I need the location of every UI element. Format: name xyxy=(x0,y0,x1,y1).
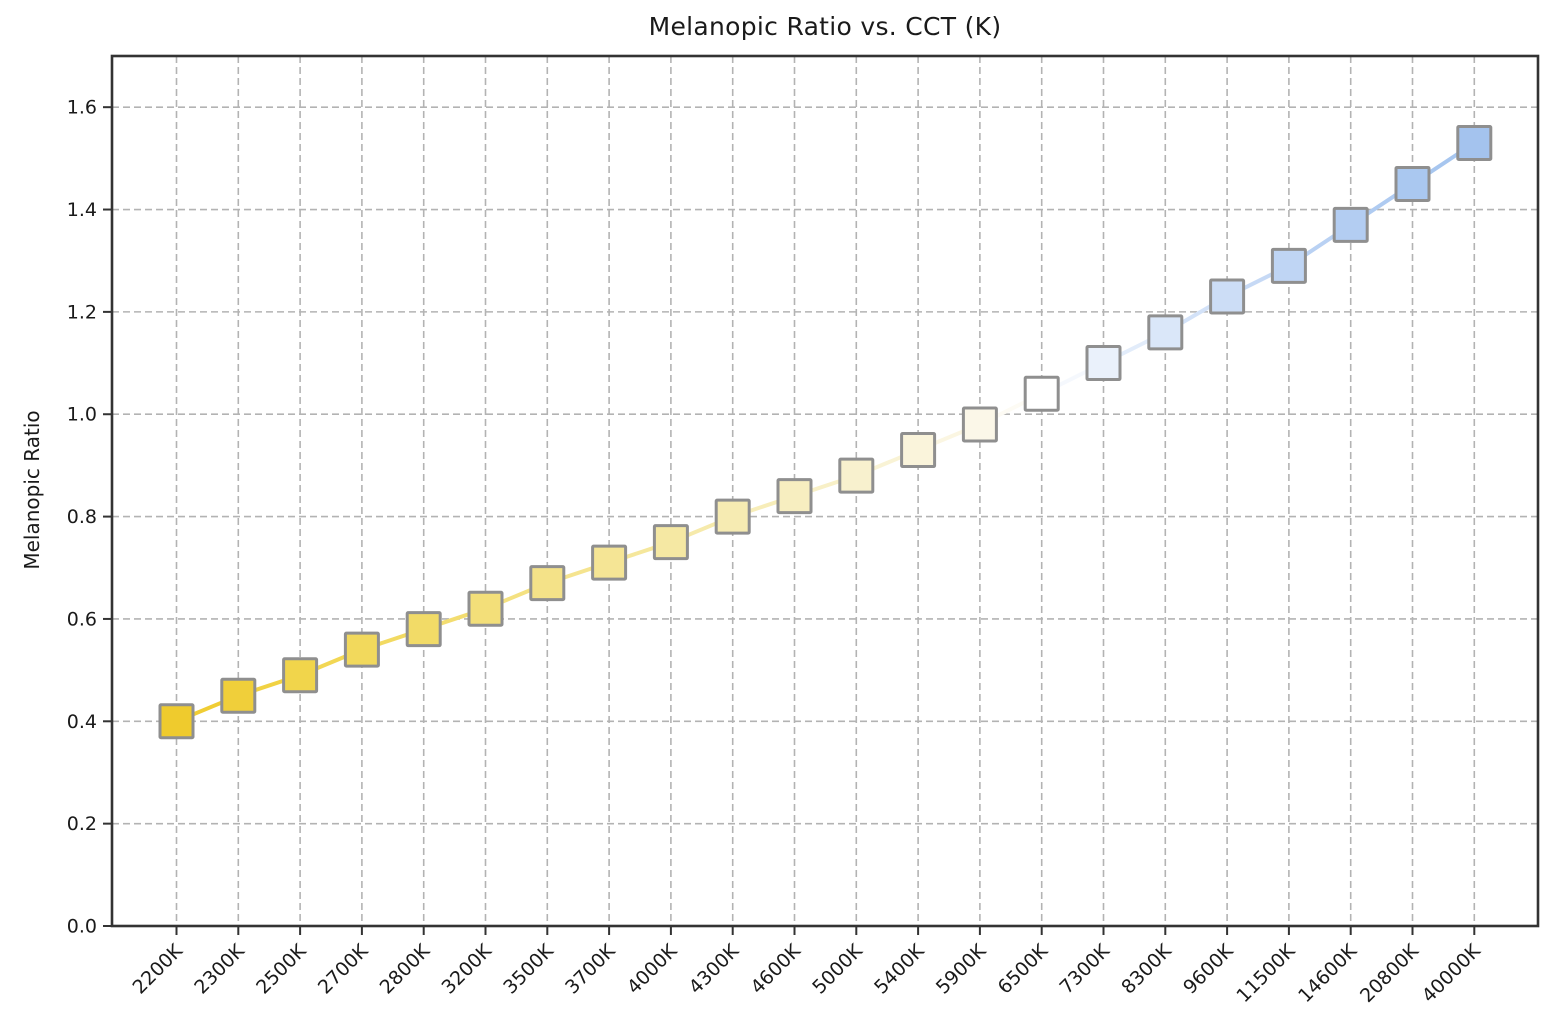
y-axis-label: Melanopic Ratio xyxy=(20,410,44,570)
x-tick-label: 20800K xyxy=(1356,940,1423,1007)
x-tick-label: 9600K xyxy=(1179,940,1238,999)
x-tick-label: 7300K xyxy=(1055,940,1114,999)
data-point-marker xyxy=(1394,165,1431,202)
data-point-marker xyxy=(591,544,628,581)
data-point-marker xyxy=(1085,345,1122,382)
x-tick-label: 14600K xyxy=(1294,940,1361,1007)
grid-group xyxy=(112,56,1538,927)
data-point-marker xyxy=(158,703,195,740)
x-tick-label: 40000K xyxy=(1418,940,1485,1007)
x-tick-label: 4600K xyxy=(746,940,805,999)
data-point-marker xyxy=(900,432,937,469)
y-tick-label: 0.4 xyxy=(67,711,97,733)
data-point-marker xyxy=(343,631,380,668)
data-point-marker xyxy=(838,457,875,494)
x-tick-label: 2800K xyxy=(376,940,435,999)
x-tick-label: 2300K xyxy=(190,940,249,999)
series-markers-group xyxy=(158,125,1493,740)
data-point-marker xyxy=(1023,375,1060,412)
data-point-marker xyxy=(652,524,689,561)
x-tick-label: 2500K xyxy=(252,940,311,999)
x-tick-label: 3700K xyxy=(561,940,620,999)
tick-marks-group xyxy=(103,106,1476,935)
data-point-marker xyxy=(961,406,998,443)
data-point-marker xyxy=(220,677,257,714)
x-tick-label: 3500K xyxy=(499,940,558,999)
x-tick-label: 3200K xyxy=(437,940,496,999)
x-tick-label: 11500K xyxy=(1232,940,1299,1007)
data-point-marker xyxy=(282,657,319,694)
chart-title: Melanopic Ratio vs. CCT (K) xyxy=(648,12,1002,41)
x-tick-label: 8300K xyxy=(1117,940,1176,999)
x-tick-label: 5400K xyxy=(870,940,929,999)
y-tick-label: 0.8 xyxy=(67,506,97,528)
plot-border xyxy=(110,54,1540,928)
y-tick-label: 0.2 xyxy=(67,813,97,835)
data-point-marker xyxy=(776,478,813,515)
data-point-marker xyxy=(1332,206,1369,243)
data-point-marker xyxy=(1270,247,1307,284)
data-point-marker xyxy=(405,611,442,648)
data-point-marker xyxy=(714,498,751,535)
data-point-marker xyxy=(1456,125,1493,161)
data-point-marker xyxy=(1209,278,1246,315)
x-tick-label: 5900K xyxy=(932,940,991,999)
y-tick-label: 1.4 xyxy=(67,199,97,221)
y-tick-label: 1.6 xyxy=(67,97,97,119)
x-tick-label: 2200K xyxy=(128,940,187,999)
data-point-marker xyxy=(467,590,504,627)
x-tick-label: 2700K xyxy=(314,940,373,999)
x-tick-label: 6500K xyxy=(994,940,1053,999)
y-tick-label: 1.0 xyxy=(67,404,97,426)
y-tick-label: 0.6 xyxy=(67,608,97,630)
data-point-marker xyxy=(1147,314,1184,351)
y-tick-label: 0.0 xyxy=(67,916,97,938)
x-tick-label: 4300K xyxy=(685,940,744,999)
data-point-marker xyxy=(529,565,566,602)
y-tick-label: 1.2 xyxy=(67,301,97,323)
x-tick-label: 4000K xyxy=(623,940,682,999)
x-tick-label: 5000K xyxy=(808,940,867,999)
